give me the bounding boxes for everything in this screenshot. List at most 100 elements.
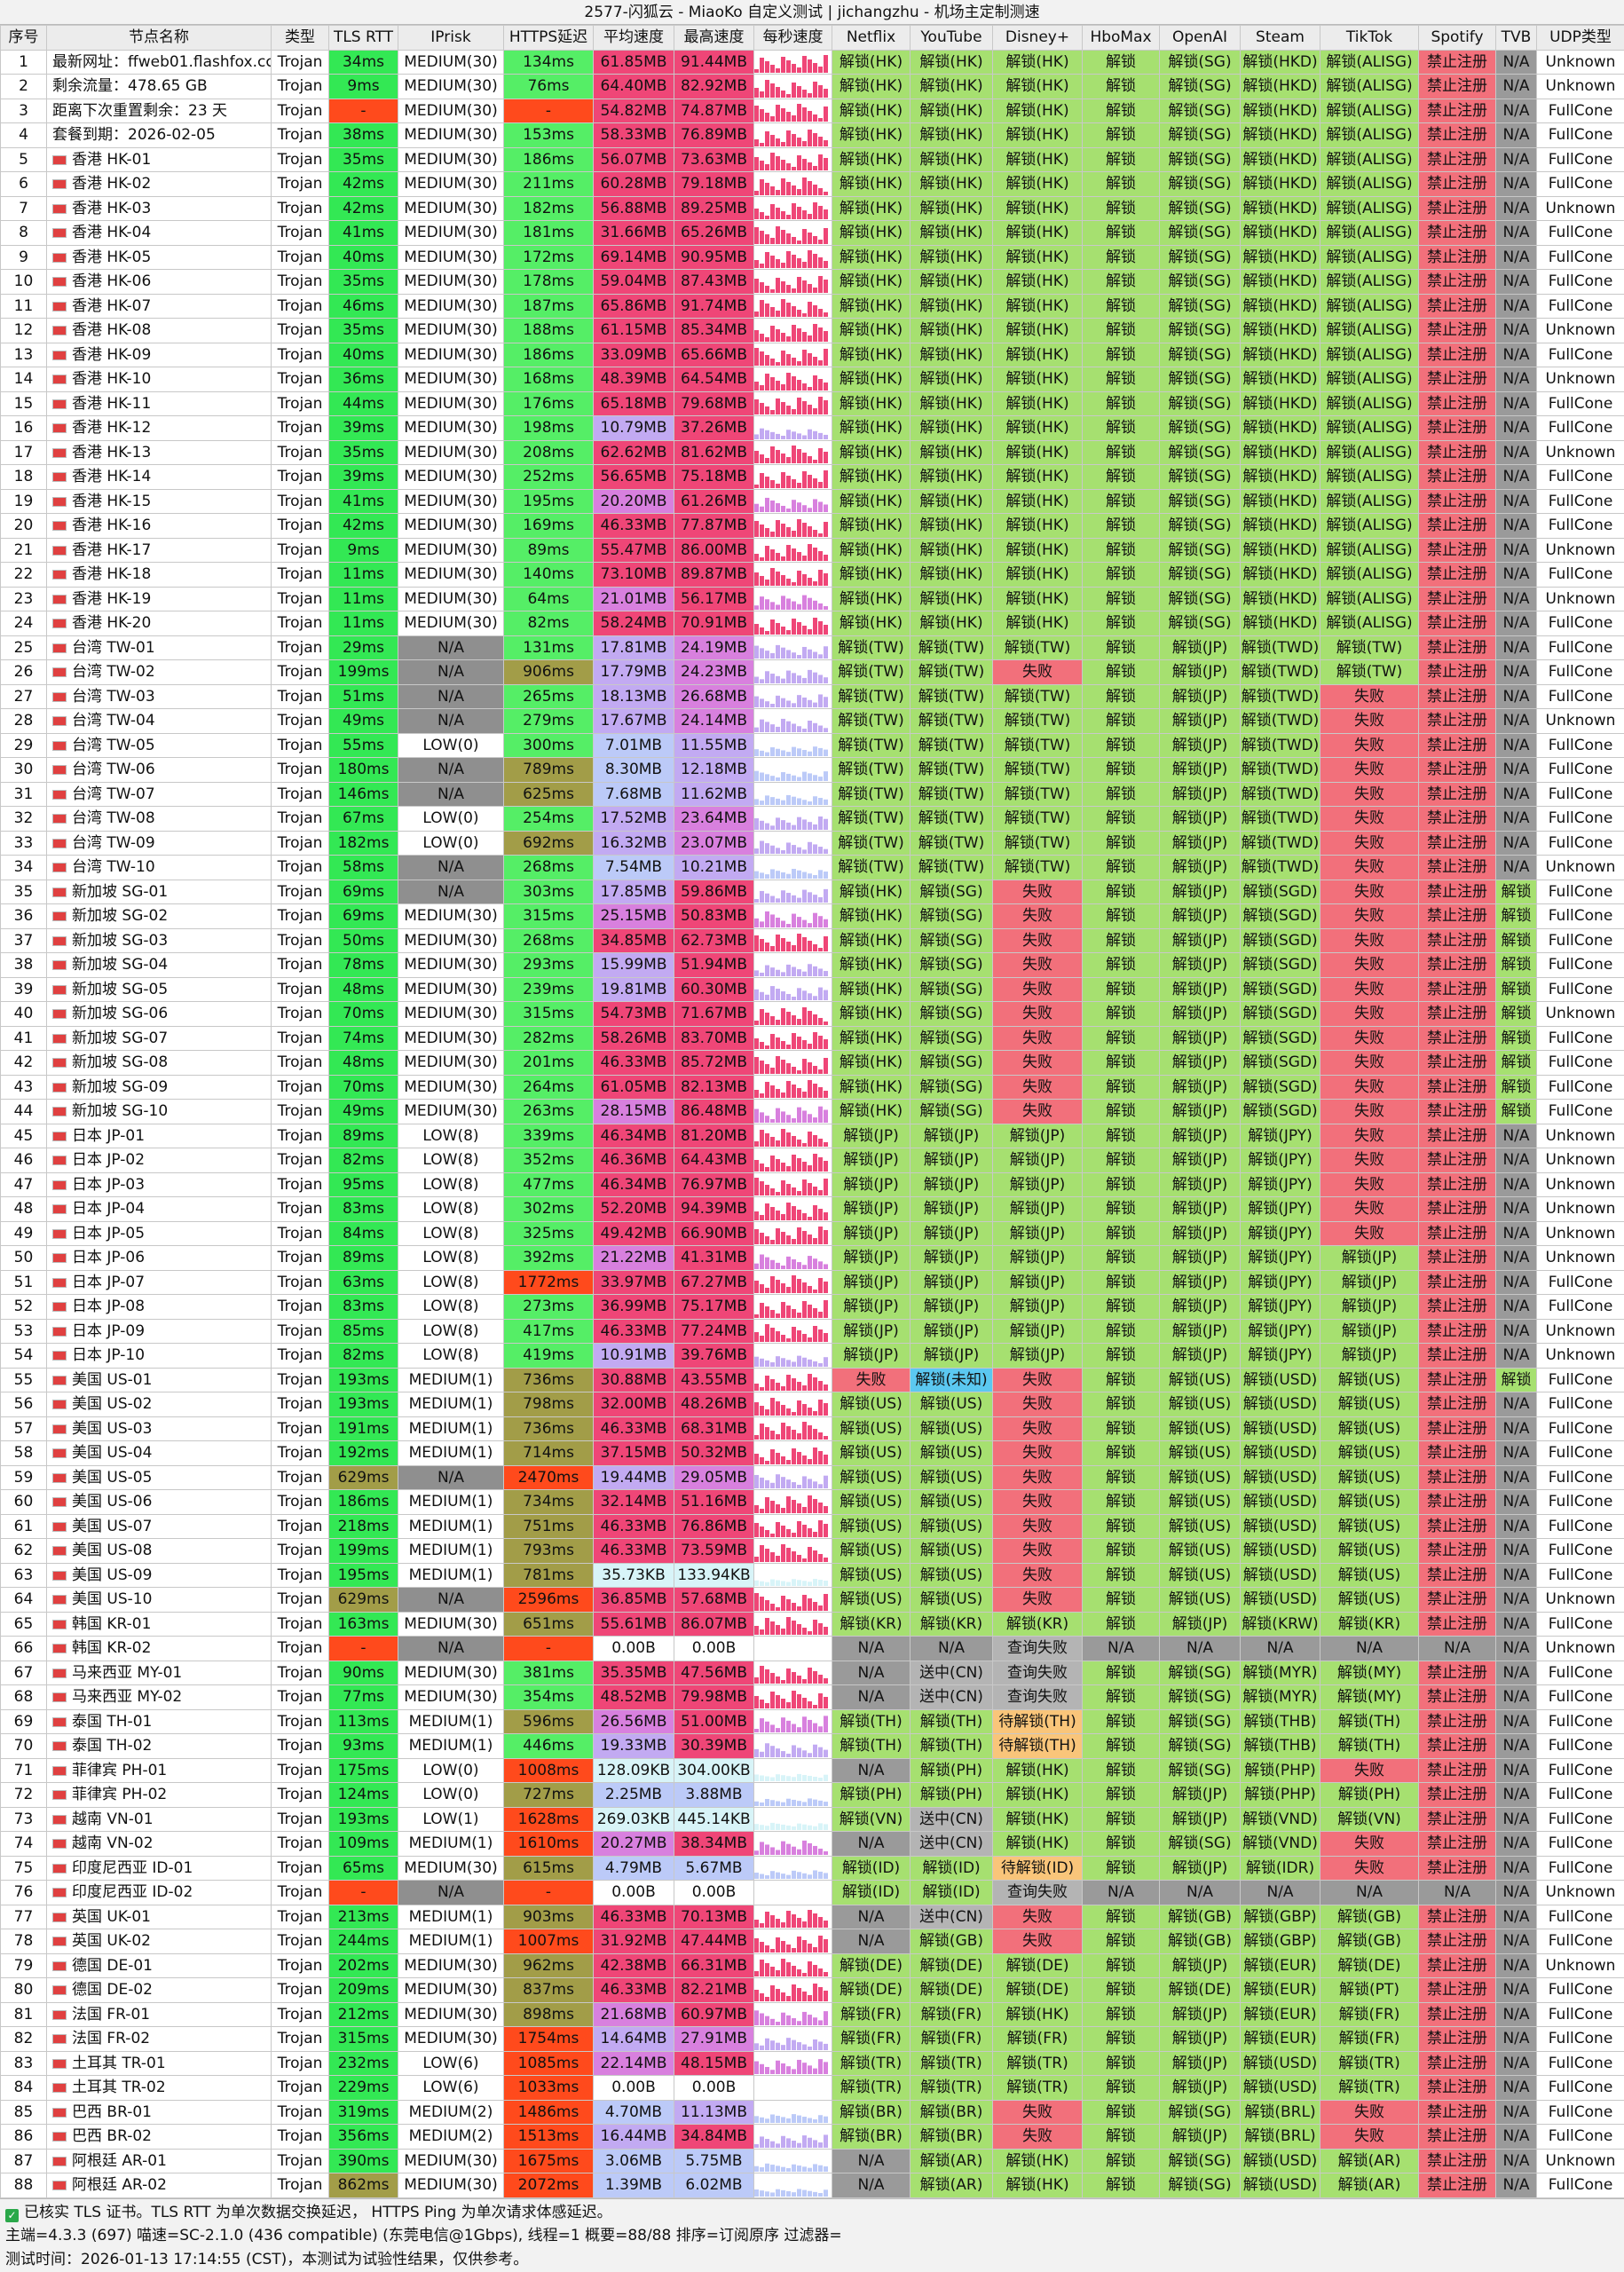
node-row: 12 香港 HK-08 Trojan 35ms MEDIUM(30) 188ms 61.15… (0, 318, 1624, 343)
cell: 381ms (503, 1660, 594, 1685)
flag-icon (52, 2058, 67, 2069)
speed-sparkline-cell (753, 1367, 832, 1392)
node-name: 台湾 TW-05 (46, 732, 272, 758)
cell: N/A (1495, 488, 1537, 514)
speed-sparkline (754, 1959, 828, 1977)
speed-sparkline (754, 1882, 831, 1904)
cell: FullCone (1536, 1099, 1624, 1124)
speed-sparkline (754, 1579, 828, 1587)
cell: N/A (1495, 244, 1537, 270)
cell: 0.00B (674, 1880, 754, 1905)
cell: Trojan (271, 1220, 329, 1246)
cell: Unknown (1536, 1148, 1624, 1173)
cell: MEDIUM(30) (398, 2001, 504, 2027)
cell: 禁止注册 (1418, 1757, 1496, 1783)
cell: FullCone (1536, 976, 1624, 1002)
cell: 解锁(TWD) (1240, 781, 1320, 807)
cell: 0.00B (674, 2075, 754, 2101)
cell: 解锁(TW) (910, 659, 993, 685)
cell: N/A (1495, 611, 1537, 636)
node-name-text: 日本 JP-10 (72, 1346, 146, 1365)
speed-sparkline (754, 1798, 828, 1806)
speed-sparkline (754, 1520, 828, 1538)
cell: Trojan (271, 708, 329, 734)
flag-icon (52, 1326, 67, 1337)
cell: 解锁(MYR) (1240, 1684, 1320, 1710)
cell: 禁止注册 (1418, 1904, 1496, 1929)
cell: Trojan (271, 952, 329, 978)
cell: 60.30MB (674, 976, 754, 1002)
speed-sparkline-cell (753, 98, 832, 123)
cell: 55.47MB (593, 537, 674, 563)
cell: 182ms (503, 195, 594, 221)
cell: 解锁(JP) (1159, 1074, 1241, 1100)
cell: 解锁(JP) (910, 1245, 993, 1271)
cell: 54 (0, 1343, 47, 1369)
cell: Trojan (271, 1318, 329, 1344)
cell: 解锁(JP) (832, 1123, 911, 1148)
cell: 解锁 (1082, 879, 1160, 904)
cell: 解锁(TR) (910, 2075, 993, 2101)
cell: 解锁(TW) (832, 830, 911, 856)
speed-sparkline-cell (753, 927, 832, 953)
cell: 解锁(HK) (992, 1806, 1083, 1832)
node-row: 74 越南 VN-02 Trojan 109ms MEDIUM(1) 1610ms 20.2… (0, 1831, 1624, 1857)
cell: 解锁(HKD) (1240, 318, 1320, 343)
cell: 解锁 (1082, 757, 1160, 783)
cell: FullCone (1536, 2124, 1624, 2150)
cell: 解锁(JP) (910, 1148, 993, 1173)
node-row: 11 香港 HK-07 Trojan 46ms MEDIUM(30) 187ms 65.86… (0, 293, 1624, 319)
cell: N/A (910, 1636, 993, 1661)
cell: 解锁 (1082, 1977, 1160, 2003)
cell: 解锁(KR) (992, 1611, 1083, 1637)
cell: 75 (0, 1855, 47, 1881)
cell: 解锁(ALISG) (1320, 390, 1419, 416)
cell: 解锁(ALISG) (1320, 367, 1419, 392)
cell: FullCone (1536, 1806, 1624, 1832)
node-name: 德国 DE-01 (46, 1952, 272, 1978)
cell: 45 (0, 1123, 47, 1148)
node-name-text: 美国 US-07 (72, 1517, 153, 1535)
cell: Trojan (271, 1148, 329, 1173)
node-row: 53 日本 JP-09 Trojan 85ms LOW(8) 417ms 46.33MB 77… (0, 1318, 1624, 1344)
cell: 解锁(HK) (832, 244, 911, 270)
node-name: 香港 HK-08 (46, 318, 272, 343)
flag-icon (52, 716, 67, 727)
node-name-text: 美国 US-05 (72, 1468, 153, 1487)
cell: 477ms (503, 1172, 594, 1197)
cell: 禁止注册 (1418, 2075, 1496, 2101)
speed-sparkline (754, 1178, 828, 1196)
cell: 解锁(HK) (910, 98, 993, 123)
cell: 解锁(FR) (1320, 2001, 1419, 2027)
cell: 14.64MB (593, 2026, 674, 2052)
cell: MEDIUM(30) (398, 269, 504, 295)
cell: 禁止注册 (1418, 1684, 1496, 1710)
cell: 解锁(SG) (1159, 122, 1241, 148)
cell: 解锁 (1082, 1611, 1160, 1637)
cell: 46.33MB (593, 1416, 674, 1441)
cell: 解锁(SGD) (1240, 903, 1320, 929)
cell: 解锁(TW) (1320, 635, 1419, 660)
cell: 禁止注册 (1418, 1196, 1496, 1222)
cell: N/A (832, 1684, 911, 1710)
cell: 解锁(HKD) (1240, 562, 1320, 588)
node-name-text: 巴西 BR-01 (72, 2102, 152, 2121)
node-row: 57 美国 US-03 Trojan 191ms MEDIUM(1) 736ms 46.33… (0, 1416, 1624, 1441)
cell: 229ms (328, 2075, 398, 2101)
node-name: 香港 HK-02 (46, 171, 272, 197)
cell: N/A (1159, 1880, 1241, 1905)
cell: FullCone (1536, 781, 1624, 807)
cell: FullCone (1536, 171, 1624, 197)
cell: 解锁(US) (1159, 1392, 1241, 1417)
cell: 解锁(USD) (1240, 2148, 1320, 2173)
cell: 解锁(TR) (992, 2050, 1083, 2076)
cell: 解锁(JP) (1159, 2001, 1241, 2027)
flag-icon (52, 1253, 67, 1264)
cell: 41 (0, 1025, 47, 1051)
cell: 解锁 (1495, 903, 1537, 929)
cell: 9ms (328, 74, 398, 99)
cell: 5 (0, 146, 47, 172)
cell: MEDIUM(30) (398, 195, 504, 221)
cell: 51 (0, 1269, 47, 1295)
cell: N/A (1495, 1831, 1537, 1857)
